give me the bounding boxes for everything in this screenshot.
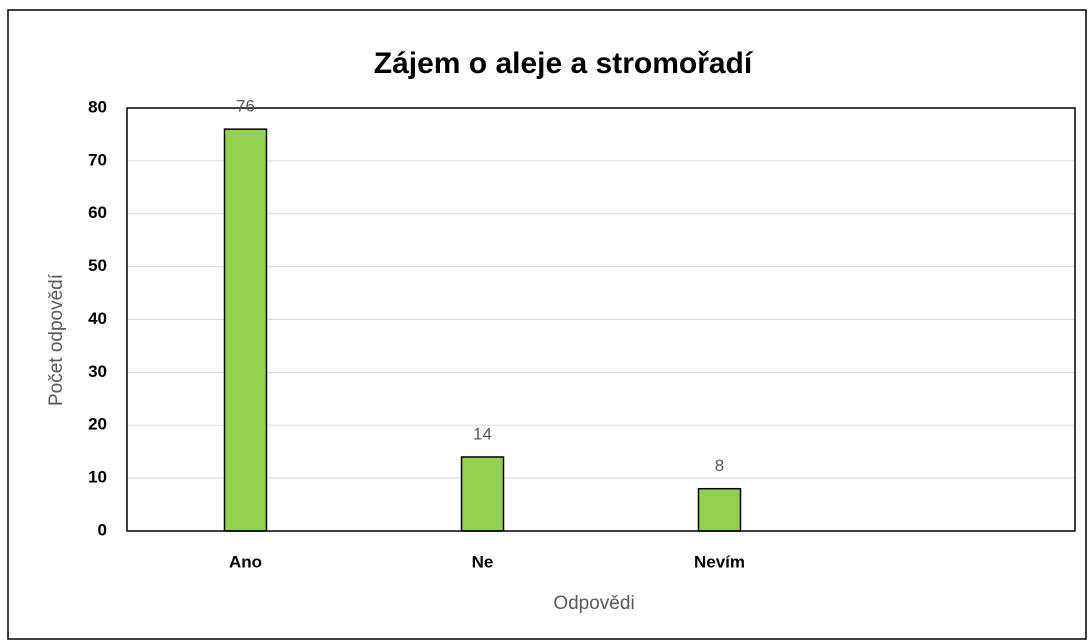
x-tick-label: Ne xyxy=(472,552,494,571)
marks xyxy=(223,128,742,532)
y-tick-label: 80 xyxy=(88,97,107,116)
y-tick-label: 40 xyxy=(88,309,107,328)
data-label: 8 xyxy=(715,456,724,475)
y-tick-label: 60 xyxy=(88,203,107,222)
x-tick-label: Ano xyxy=(229,552,262,571)
data-label: 76 xyxy=(236,97,255,116)
bar xyxy=(223,128,268,532)
y-tick-label: 20 xyxy=(88,415,107,434)
y-tick-label: 30 xyxy=(88,362,107,381)
y-axis-title: Počet odpovědí xyxy=(46,273,67,406)
y-tick-label: 50 xyxy=(88,256,107,275)
x-tick-label: Nevím xyxy=(694,552,745,571)
chart-title: Zájem o aleje a stromořadí xyxy=(374,47,754,80)
plot-frame xyxy=(126,107,1076,532)
x-axis-title: Odpovědi xyxy=(553,593,634,614)
bar xyxy=(460,456,505,532)
data-label: 14 xyxy=(473,424,492,443)
y-tick-label: 70 xyxy=(88,150,107,169)
y-tick-label: 10 xyxy=(88,468,107,487)
bar xyxy=(697,487,742,532)
chart-frame xyxy=(7,9,1087,640)
y-tick-label: 0 xyxy=(98,520,107,539)
